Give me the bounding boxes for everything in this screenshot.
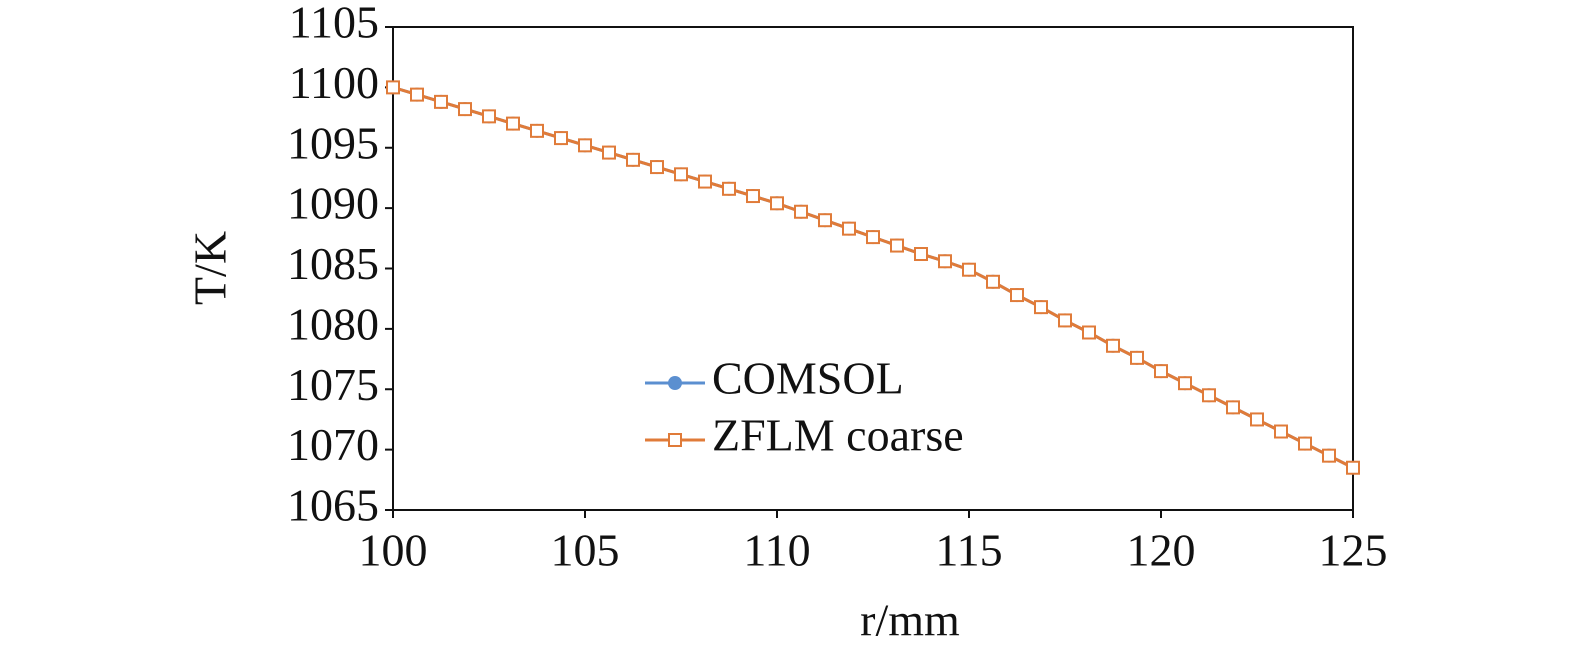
legend-label: ZFLM coarse	[712, 410, 964, 461]
data-point	[962, 262, 976, 277]
data-point	[1274, 424, 1288, 439]
y-tick-label: 1065	[287, 480, 379, 531]
y-tick-label: 1070	[287, 419, 379, 470]
data-point	[866, 230, 880, 245]
data-point	[722, 181, 736, 196]
y-tick-label: 1100	[289, 57, 379, 108]
data-point	[818, 213, 832, 228]
legend-marker	[668, 433, 682, 447]
data-point	[1178, 376, 1192, 391]
data-point	[842, 221, 856, 236]
data-point	[986, 274, 1000, 289]
data-point	[1106, 338, 1120, 353]
y-tick-label: 1080	[287, 298, 379, 349]
data-point	[1298, 436, 1312, 451]
data-point	[890, 238, 904, 253]
legend-label: COMSOL	[712, 353, 904, 404]
data-point	[626, 152, 640, 167]
data-point	[698, 174, 712, 189]
data-point	[602, 145, 616, 160]
data-point	[386, 80, 400, 95]
data-point	[1322, 448, 1336, 463]
data-point	[914, 247, 928, 262]
data-point	[1058, 313, 1072, 328]
data-point	[1226, 400, 1240, 415]
data-point	[1034, 300, 1048, 315]
data-point	[1346, 460, 1360, 475]
x-tick-label: 105	[551, 525, 620, 576]
data-point	[506, 116, 520, 131]
data-point	[1130, 350, 1144, 365]
x-tick-label: 115	[935, 525, 1002, 576]
y-axis-label: T/K	[185, 231, 236, 305]
x-tick-label: 110	[743, 525, 810, 576]
data-point	[530, 123, 544, 138]
data-point	[578, 138, 592, 153]
data-point	[650, 160, 664, 175]
data-point	[554, 131, 568, 146]
data-point	[1010, 288, 1024, 303]
data-point	[674, 167, 688, 182]
data-point	[770, 196, 784, 211]
legend-marker	[668, 376, 682, 390]
y-tick-label: 1105	[289, 0, 379, 48]
y-tick-label: 1085	[287, 238, 379, 289]
y-tick-label: 1075	[287, 359, 379, 410]
data-point	[482, 109, 496, 124]
data-point	[1250, 412, 1264, 427]
y-tick-label: 1095	[287, 117, 379, 168]
x-tick-label: 100	[359, 525, 428, 576]
y-tick-label: 1090	[287, 178, 379, 229]
data-point	[938, 254, 952, 269]
data-point	[1202, 388, 1216, 403]
x-tick-label: 125	[1319, 525, 1388, 576]
data-point	[746, 189, 760, 204]
data-point	[1082, 325, 1096, 340]
data-point	[434, 94, 448, 109]
data-point	[410, 87, 424, 102]
data-point	[794, 204, 808, 219]
x-tick-label: 120	[1127, 525, 1196, 576]
data-point	[458, 102, 472, 117]
data-point	[1154, 364, 1168, 379]
x-axis-label: r/mm	[860, 595, 960, 646]
